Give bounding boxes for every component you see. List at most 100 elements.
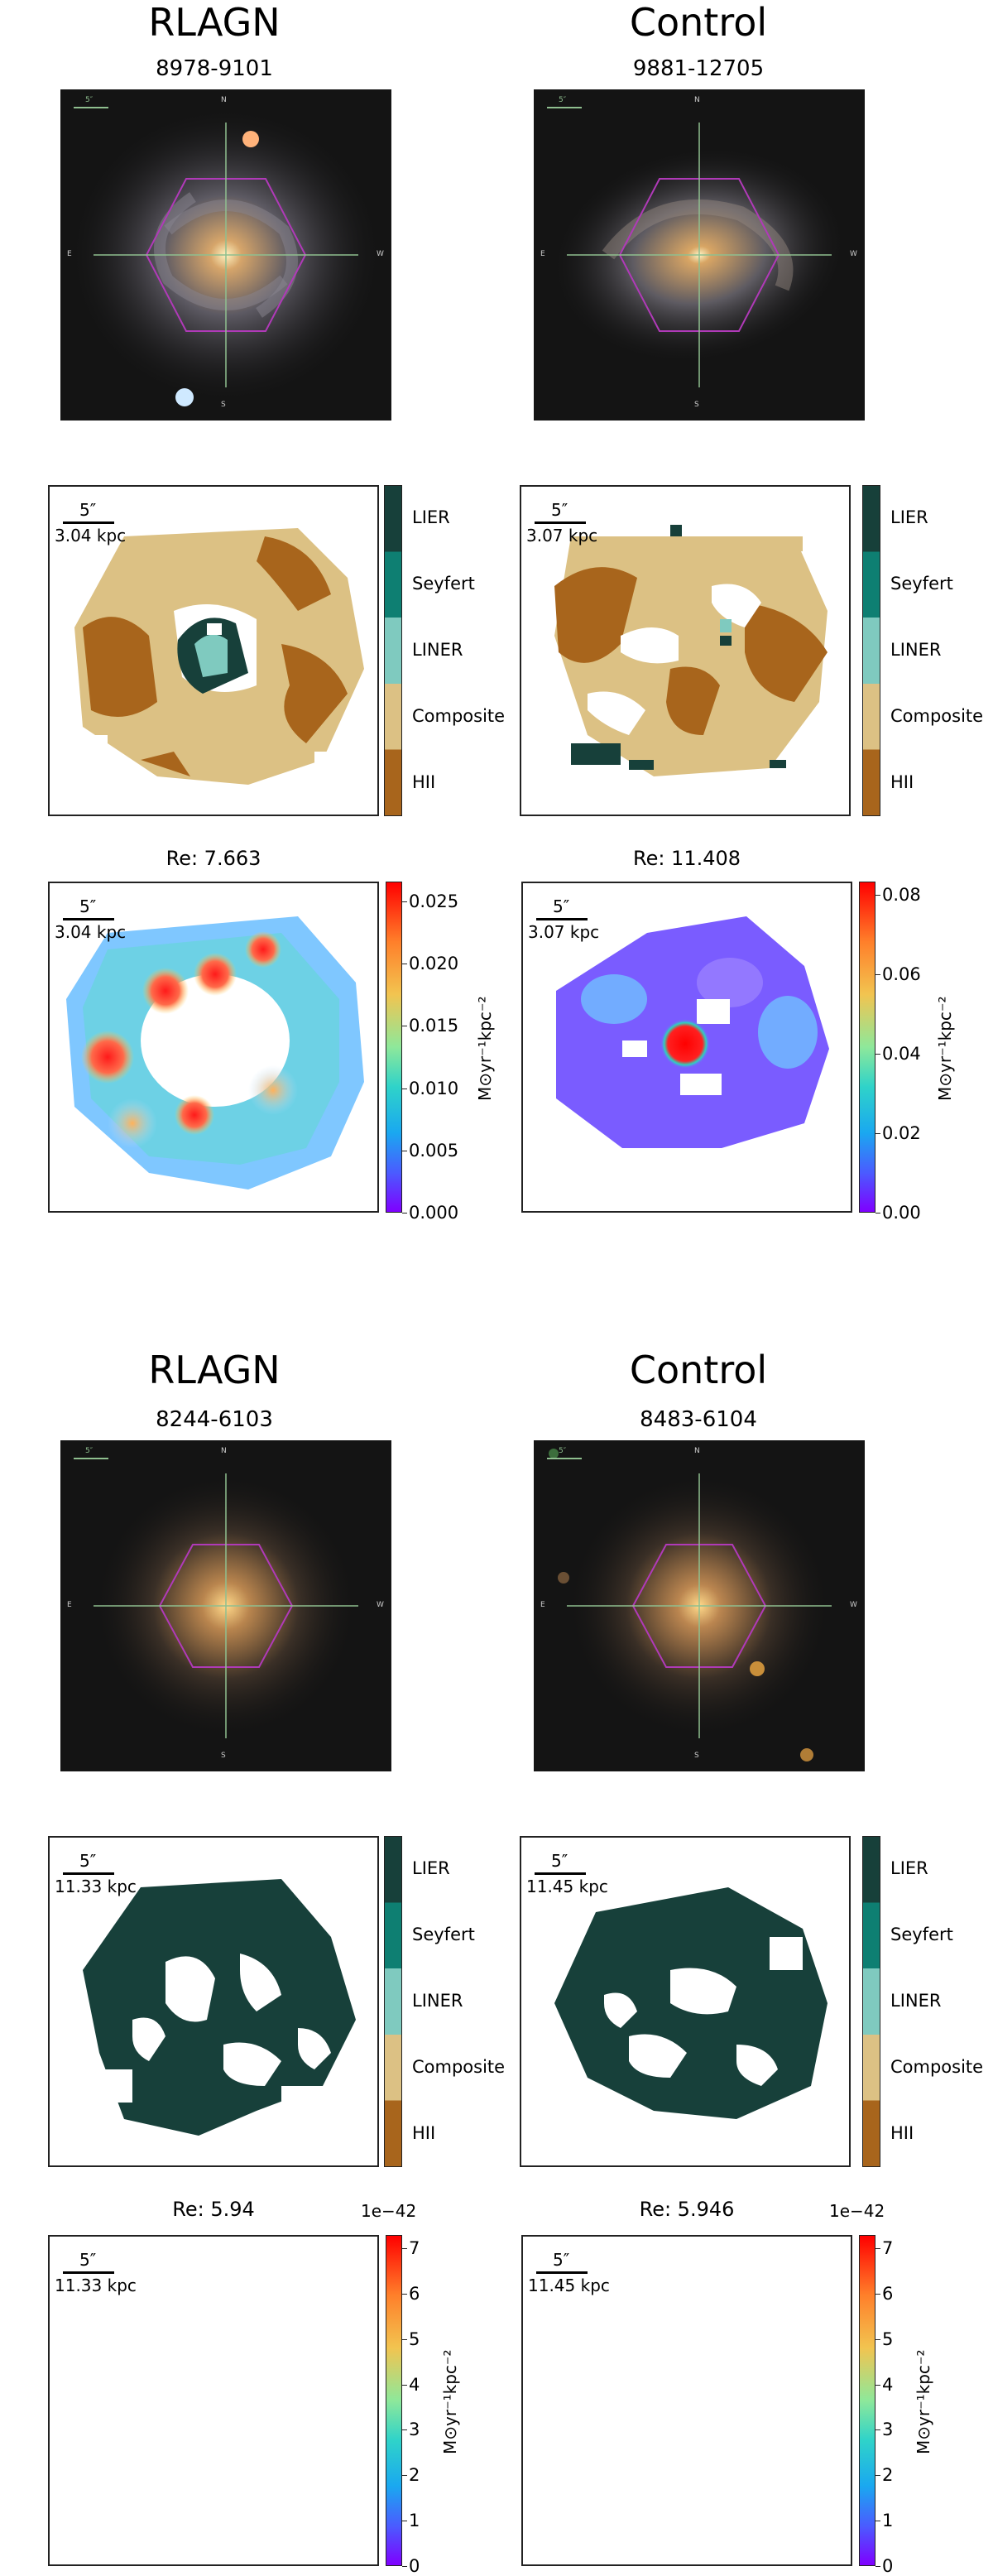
scale-arcsec: 5″: [553, 896, 570, 916]
plate-ifu-1a: 8978-9101: [156, 56, 273, 81]
colorbar-tick-label: 0.020: [409, 954, 459, 974]
compass-north: N: [694, 1447, 700, 1455]
sky-scale-label: 5″: [559, 1447, 567, 1455]
re-label-2b: Re: 5.946: [639, 2198, 735, 2221]
bpt-map-pixels: [554, 1887, 828, 2119]
plate-ifu-2a: 8244-6103: [156, 1407, 273, 1432]
sdss-image-2b: N S E W 5″: [534, 1440, 865, 1771]
sdss-image-1b: N S E W 5″: [534, 89, 865, 421]
sfr-map-2a: 5″ 11.33 kpc: [48, 2235, 379, 2566]
colorbar-tick-mark: [875, 2338, 880, 2340]
colorbar-tick-mark: [402, 2475, 407, 2477]
colorbar-tick-label: 0.015: [409, 1016, 459, 1036]
bpt-colorbar-fill: [385, 486, 401, 815]
scale-kpc: 3.07 kpc: [528, 922, 600, 942]
sfr-colorbar-1b: [859, 882, 875, 1213]
bpt-colorbar-fill: [385, 1837, 401, 2166]
colorbar-tick-mark: [875, 974, 880, 975]
sfr-map-pixels: [66, 916, 364, 1189]
re-label-1b: Re: 11.408: [632, 847, 741, 870]
compass-south: S: [221, 1752, 226, 1760]
sfr-unit-label-1a: M⊙yr⁻¹kpc⁻²: [475, 996, 495, 1102]
sdss-image-1a: N S E W 5″: [60, 89, 391, 421]
bpt-class-label: HII: [890, 772, 914, 792]
compass-east: E: [67, 1601, 72, 1609]
compass-west: W: [850, 1601, 857, 1609]
plate-ifu-1b: 9881-12705: [632, 56, 765, 81]
colorbar-tick-label: 7: [409, 2238, 420, 2258]
bpt-class-label: LINER: [890, 640, 942, 660]
bpt-class-label: Composite: [890, 2057, 984, 2077]
colorbar-tick-mark: [402, 2293, 407, 2295]
compass-west: W: [377, 1601, 384, 1609]
sfr-unit-label-2a: M⊙yr⁻¹kpc⁻²: [440, 2349, 460, 2455]
colorbar-tick-label: 4: [409, 2374, 420, 2395]
scale-arcsec: 5″: [79, 500, 97, 520]
colorbar-tick-label: 0.08: [882, 885, 921, 905]
bpt-class-label: HII: [412, 2123, 436, 2143]
bpt-class-label: LIER: [890, 1858, 928, 1878]
colorbar-tick-label: 1: [882, 2511, 894, 2531]
colorbar-tick-label: 0.005: [409, 1140, 459, 1161]
colorbar-tick-mark: [875, 2384, 880, 2386]
sfr-colorbar-1a: [386, 882, 402, 1213]
bpt-class-label: LINER: [412, 640, 463, 660]
sfr-map-2b: 5″ 11.45 kpc: [521, 2235, 852, 2566]
colorbar-tick-mark: [875, 1054, 880, 1055]
colorbar-tick-mark: [875, 2293, 880, 2295]
sky-scale-label: 5″: [85, 96, 94, 104]
bpt-class-label: Composite: [890, 706, 984, 726]
colorbar-tick-label: 2: [409, 2465, 420, 2486]
scale-bar-line: [536, 2271, 588, 2274]
scale-arcsec: 5″: [553, 2250, 570, 2270]
compass-west: W: [377, 250, 384, 258]
bpt-class-label: Seyfert: [890, 574, 953, 594]
scale-bar-2b-sfr: 5″ 11.45 kpc: [528, 2250, 610, 2295]
bpt-colorbar-2a: [384, 1836, 402, 2167]
scale-bar-line: [535, 521, 586, 524]
bpt-class-label: LIER: [890, 507, 928, 527]
sfr-unit-label-2b: M⊙yr⁻¹kpc⁻²: [914, 2349, 933, 2455]
colorbar-tick-label: 5: [409, 2328, 420, 2349]
colorbar-tick-label: 6: [409, 2283, 420, 2304]
colorbar-tick-label: 0: [882, 2556, 894, 2576]
re-label-1a: Re: 7.663: [166, 847, 261, 870]
sfr-map-1b: 5″ 3.07 kpc: [521, 882, 852, 1213]
bpt-class-label: Composite: [412, 706, 506, 726]
galaxy-elliptical-image: [547, 1449, 832, 1761]
bpt-class-label: LINER: [412, 1991, 463, 2011]
bpt-class-label: Seyfert: [412, 1925, 475, 1944]
scale-kpc: 3.04 kpc: [55, 526, 127, 545]
scale-arcsec: 5″: [79, 1851, 97, 1871]
bpt-colorbar-fill: [863, 486, 880, 815]
bpt-map-pixels: [554, 525, 828, 776]
sfr-map-pixels: [556, 916, 829, 1148]
colorbar-tick-mark: [402, 1213, 407, 1214]
galaxy-spiral-image: [547, 107, 847, 387]
colorbar-tick-mark: [402, 2338, 407, 2340]
compass-north: N: [694, 96, 700, 104]
colorbar-tick-mark: [402, 2429, 407, 2431]
bpt-class-label: LIER: [412, 507, 450, 527]
bpt-map-2a: 5″ 11.33 kpc: [48, 1836, 379, 2167]
colorbar-tick-label: 2: [882, 2465, 894, 2486]
colorbar-tick-label: 0.000: [409, 1203, 459, 1223]
sky-scale-label: 5″: [85, 1447, 94, 1455]
group-title-rlagn-1: RLAGN: [148, 0, 281, 45]
scale-bar-2b: 5″ 11.45 kpc: [526, 1851, 608, 1896]
scale-bar-line: [535, 1872, 586, 1875]
bpt-map-1a: 5″ 3.04 kpc: [48, 485, 379, 816]
bpt-map-pixels: [83, 1879, 356, 2136]
bpt-class-label: Seyfert: [412, 574, 475, 594]
compass-east: E: [540, 250, 545, 258]
scale-bar-1a: 5″ 3.04 kpc: [55, 500, 126, 545]
colorbar-tick-mark: [875, 1213, 880, 1214]
colorbar-tick-label: 3: [882, 2420, 894, 2440]
colorbar-tick-label: 3: [409, 2420, 420, 2440]
colorbar-tick-label: 0.010: [409, 1078, 459, 1098]
scale-bar-line: [536, 918, 588, 920]
colorbar-tick-label: 0.06: [882, 964, 921, 984]
scale-kpc: 11.33 kpc: [55, 2276, 137, 2295]
compass-south: S: [694, 1752, 699, 1760]
scale-bar-line: [63, 918, 114, 920]
